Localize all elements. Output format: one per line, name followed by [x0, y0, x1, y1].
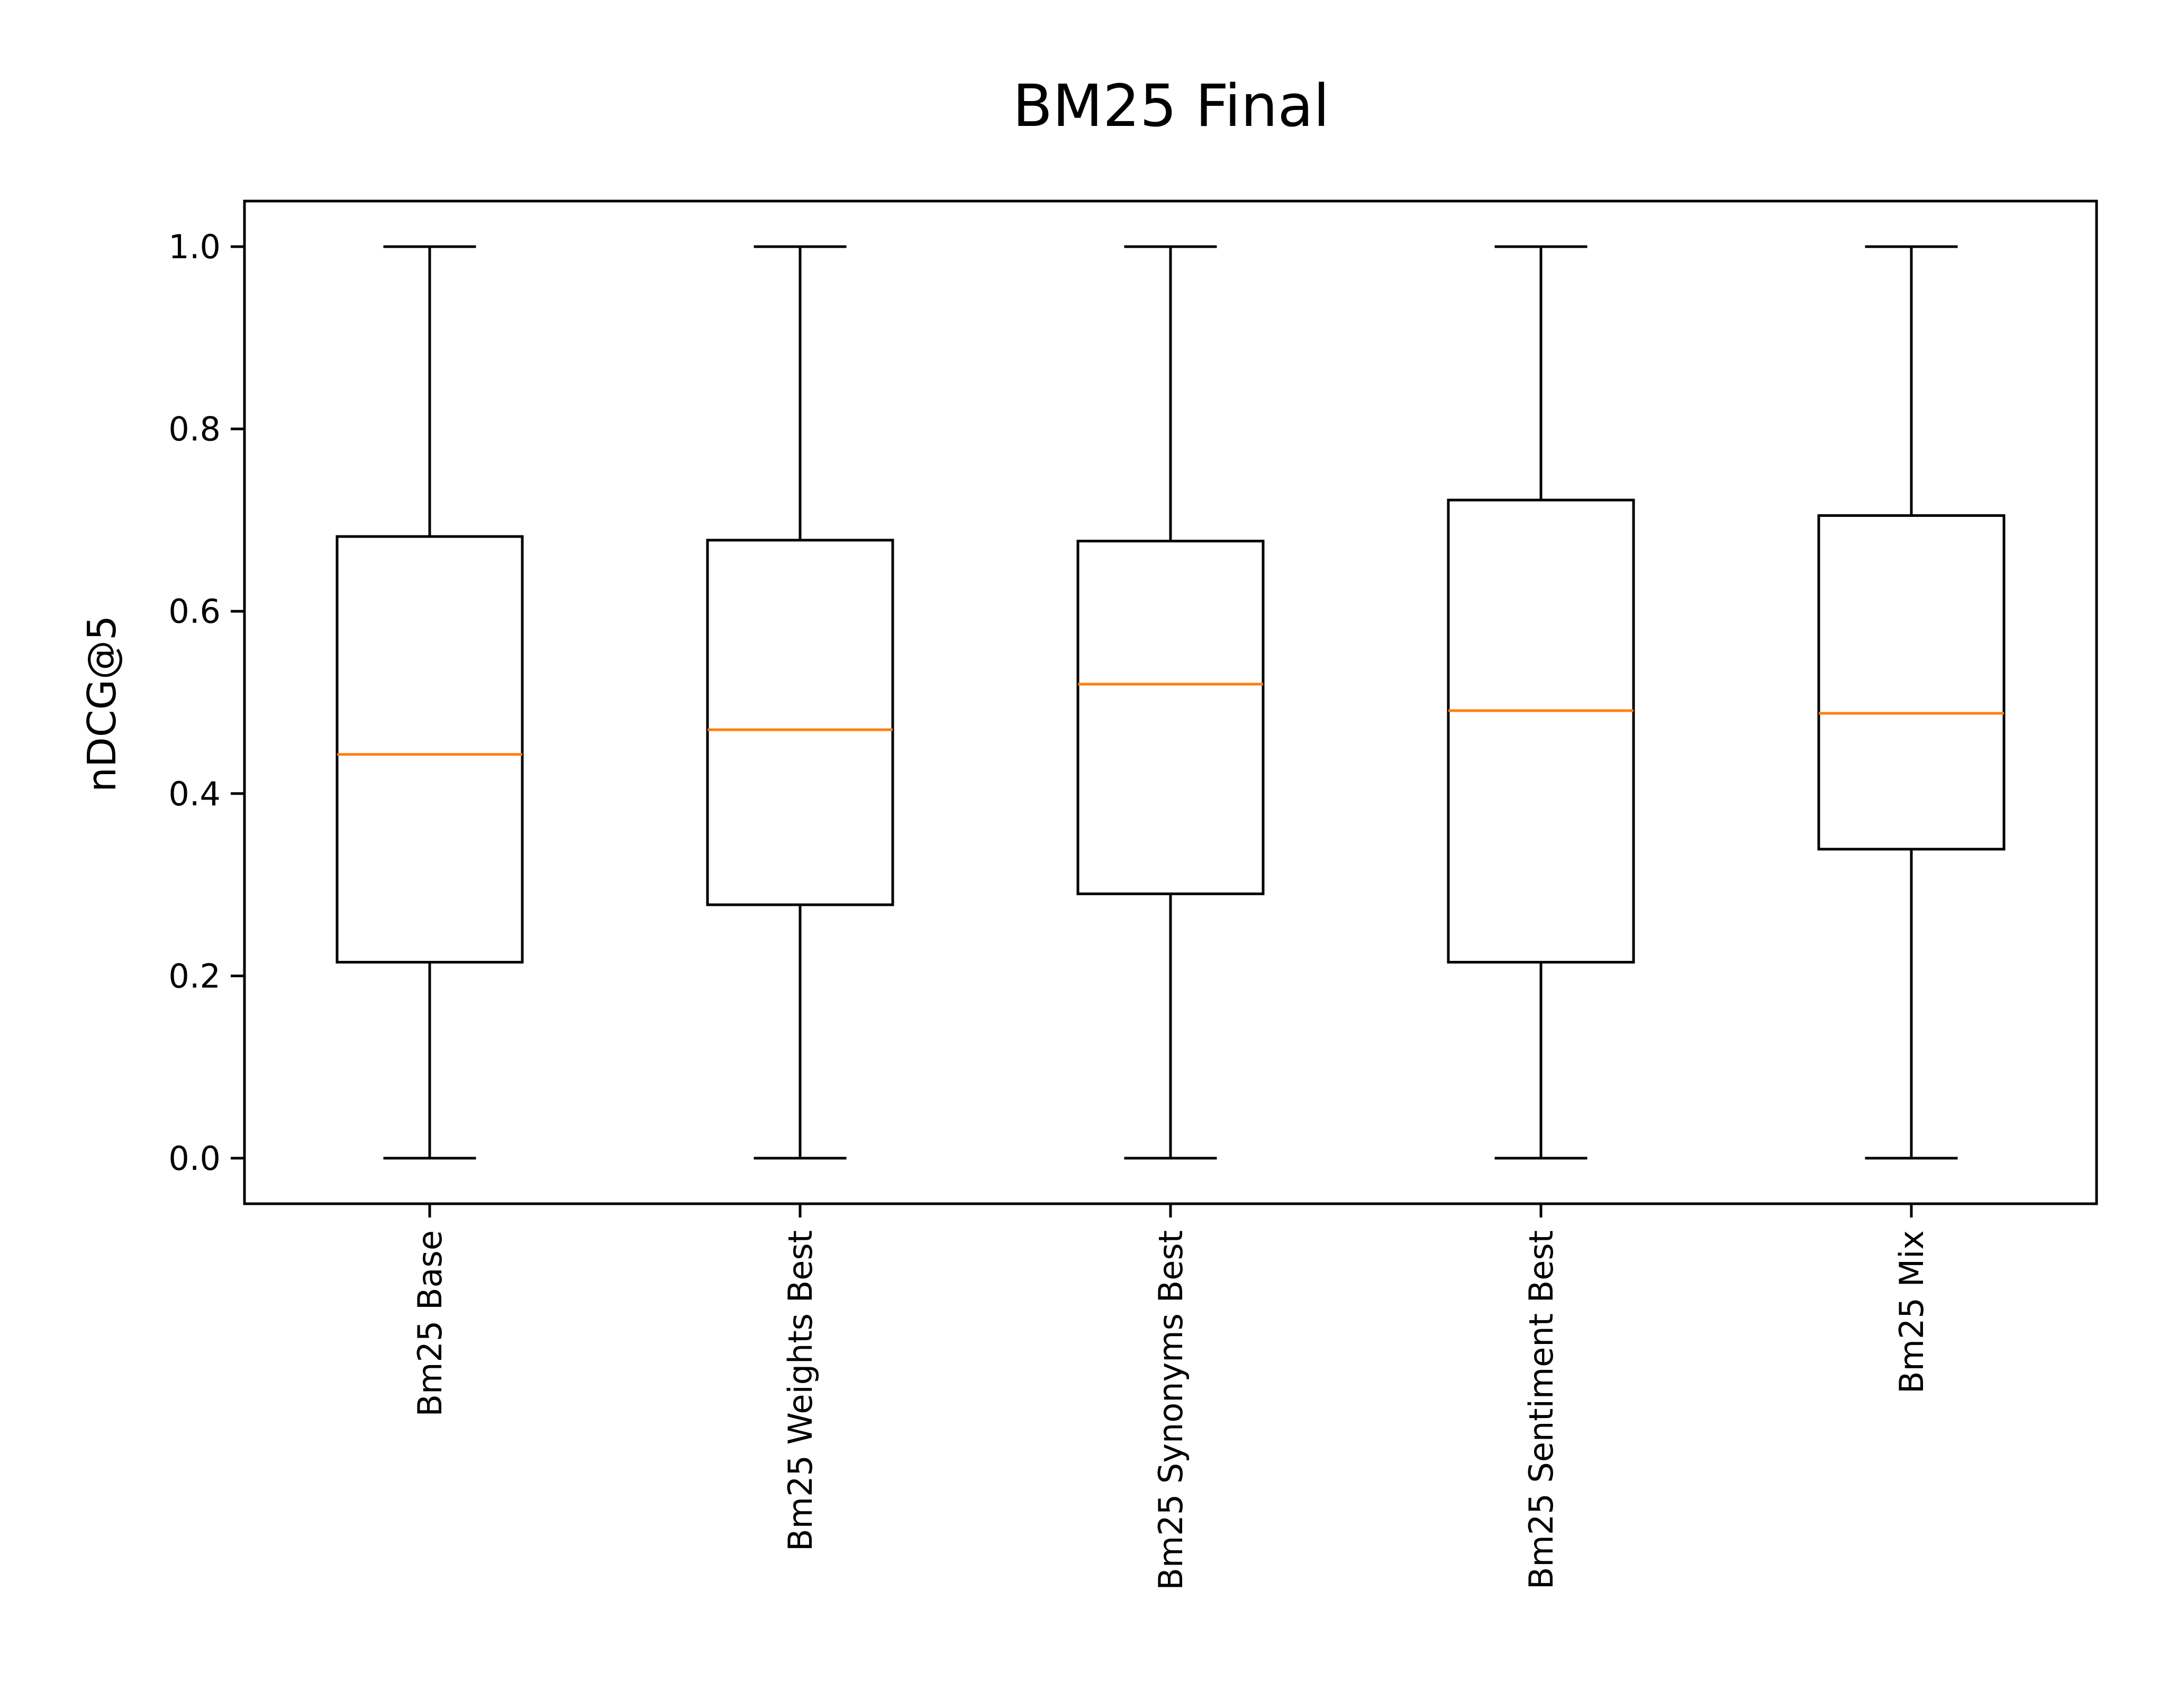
box-group — [706, 245, 894, 1160]
y-tick-label: 0.6 — [168, 592, 221, 631]
iqr-box — [1447, 498, 1635, 964]
chart-title: BM25 Final — [1013, 72, 1330, 140]
box-group — [335, 245, 524, 1160]
plot-area — [335, 245, 2006, 1160]
y-tick-label: 0.2 — [168, 957, 221, 995]
axes: 0.0 0.2 0.4 0.6 0.8 1.0 Bm25 Base Bm25 Weights … — [168, 228, 1931, 1590]
iqr-box — [706, 539, 894, 906]
box-group — [1817, 245, 2006, 1160]
y-axis-label: nDCG@5 — [79, 615, 125, 792]
box-group — [1447, 245, 1635, 1160]
y-tick-label: 1.0 — [168, 228, 221, 266]
y-tick-label: 0.0 — [168, 1139, 221, 1178]
x-tick-label: Bm25 Base — [411, 1230, 449, 1417]
x-tick-label: Bm25 Sentiment Best — [1522, 1230, 1561, 1589]
y-tick-label: 0.8 — [168, 410, 221, 449]
iqr-box — [1817, 514, 2006, 851]
x-tick-label: Bm25 Synonyms Best — [1151, 1230, 1190, 1591]
x-tick-label: Bm25 Weights Best — [781, 1230, 820, 1551]
iqr-box — [1076, 540, 1265, 895]
y-tick-label: 0.4 — [168, 775, 221, 813]
x-tick-label: Bm25 Mix — [1892, 1230, 1931, 1394]
box-group — [1076, 245, 1265, 1160]
iqr-box — [335, 535, 524, 964]
